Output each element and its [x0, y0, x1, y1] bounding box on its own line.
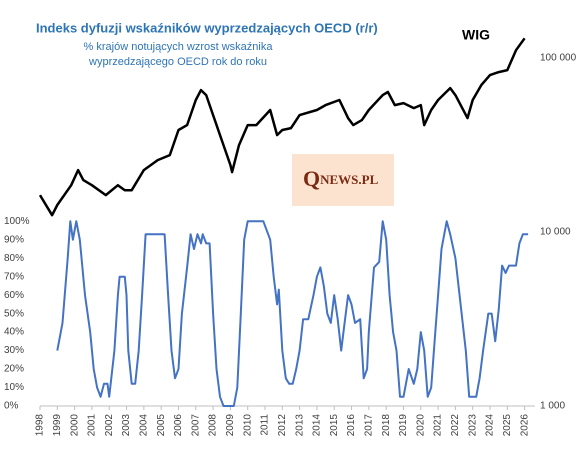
y-tick-label: 50%: [4, 308, 24, 319]
legend-label: WIG: [462, 27, 490, 43]
y-tick-label: 70%: [4, 271, 24, 282]
watermark: QNEWS.PL: [303, 166, 379, 191]
line-series: [38, 37, 526, 217]
y2-tick-label: 100 000: [540, 53, 577, 64]
x-tick-label: 2008: [208, 414, 219, 437]
x-tick-label: 1999: [52, 414, 63, 437]
x-tick-label: 2011: [260, 414, 271, 436]
y-tick-label: 80%: [4, 253, 24, 264]
x-tick-label: 2013: [294, 414, 305, 437]
x-tick-label: 2016: [346, 414, 357, 437]
chart-subtitle: % krajów notujących wzrost wskaźnika: [84, 41, 274, 53]
y-tick-label: 60%: [4, 290, 24, 301]
chart-title: Indeks dyfuzji wskaźników wyprzedzającyc…: [36, 20, 378, 35]
y2-tick-label: 10 000: [540, 227, 571, 238]
y-tick-label: 90%: [4, 234, 24, 245]
y-tick-label: 0%: [4, 401, 19, 412]
x-tick-label: 1998: [35, 414, 46, 437]
x-tick-label: 2007: [190, 414, 201, 437]
y-tick-label: 10%: [4, 382, 24, 393]
x-tick-label: 2003: [121, 414, 132, 437]
y-tick-label: 100%: [4, 216, 30, 227]
y-tick-label: 30%: [4, 345, 24, 356]
watermark-box: [292, 154, 394, 206]
x-tick-label: 2012: [277, 414, 288, 437]
x-tick-label: 2015: [329, 414, 340, 437]
y-tick-label: 20%: [4, 364, 24, 375]
chart-subtitle: wyprzedzającego OECD rok do roku: [88, 56, 267, 68]
x-tick-label: 2001: [87, 414, 98, 437]
x-tick-label: 2010: [242, 414, 253, 437]
x-tick-label: 2000: [69, 414, 80, 437]
x-tick-label: 2025: [502, 414, 513, 437]
x-tick-label: 2026: [519, 414, 530, 437]
x-tick-label: 2014: [312, 414, 323, 437]
x-tick-label: 2005: [156, 414, 167, 437]
x-tick-label: 2023: [467, 414, 478, 437]
x-tick-label: 2006: [173, 414, 184, 437]
x-tick-label: 2018: [381, 414, 392, 437]
y2-tick-label: 1 000: [540, 401, 565, 412]
x-tick-label: 2009: [225, 414, 236, 437]
watermark-initial: Q: [303, 166, 320, 191]
x-tick-label: 2002: [104, 414, 115, 437]
x-tick-label: 2004: [138, 414, 149, 437]
x-tick-label: 2024: [485, 414, 496, 437]
x-tick-label: 2020: [415, 414, 426, 437]
x-tick-label: 2022: [450, 414, 461, 437]
y-tick-label: 40%: [4, 327, 24, 338]
x-tick-label: 2017: [363, 414, 374, 437]
x-tick-label: 2019: [398, 414, 409, 437]
watermark-rest: NEWS.PL: [320, 172, 378, 187]
line-series: [56, 220, 529, 407]
x-tick-label: 2021: [433, 414, 444, 437]
